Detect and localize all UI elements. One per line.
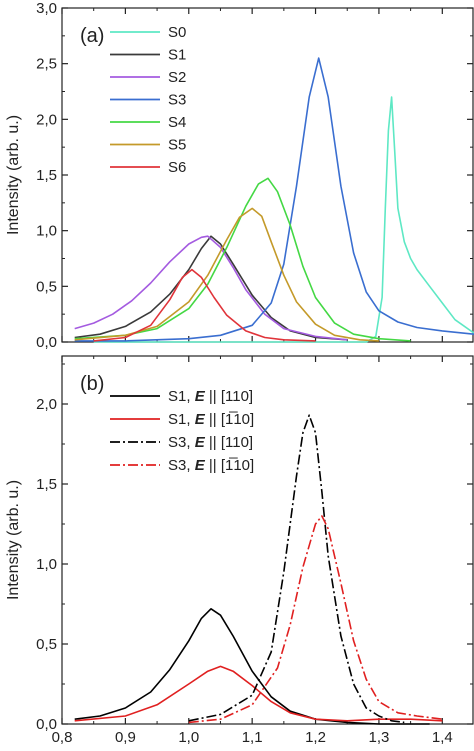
legend-label: S3, E || [1̅10]: [168, 457, 254, 474]
panel-b: 0,8 0,9 1,0 1,1 1,2 1,3 1,4 0,0 0,5 1,0 1,5 2,0 Inte…: [5, 355, 474, 746]
x-tick-label: 1,1: [242, 729, 263, 746]
legend-label: S1, E || [1̅10]: [168, 411, 254, 428]
legend-label-suffix: || [110]: [205, 388, 253, 405]
y-tick-label: 0,0: [36, 716, 57, 733]
y-tick-label: 0,5: [36, 278, 57, 295]
series-line: [93, 96, 474, 343]
panel-label: (a): [80, 25, 104, 47]
y-tick-label: 1,0: [36, 223, 57, 240]
legend-label-e: E: [195, 411, 206, 428]
y-tick-label: 2,0: [36, 396, 57, 413]
series-line: [74, 607, 430, 725]
legend-label-e: E: [195, 457, 206, 474]
legend-label-e: E: [195, 434, 206, 451]
series-line: [74, 235, 348, 341]
x-tick-label: 1,3: [368, 729, 389, 746]
panel-label: (b): [80, 373, 104, 395]
legend-label-prefix: S3,: [168, 434, 195, 451]
legend-label: S5: [168, 137, 186, 154]
x-tick-label: 0,9: [115, 729, 136, 746]
y-tick-label: 1,5: [36, 476, 57, 493]
y-tick-label: 2,0: [36, 111, 57, 128]
legend-label-suffix: || [110]: [205, 434, 253, 451]
legend-label: S1, E || [110]: [168, 388, 253, 405]
series-line: [74, 207, 379, 342]
legend-label: S6: [168, 159, 186, 176]
y-axis-title: Intensity (arb. u.): [5, 115, 22, 235]
y-tick-label: 1,5: [36, 167, 57, 184]
y-axis-title: Intensity (arb. u.): [5, 480, 22, 600]
y-tick-label: 2,5: [36, 56, 57, 73]
legend-label-suffix: || [1̅10]: [205, 457, 255, 474]
panel-a: 0,0 0,5 1,0 1,5 2,0 2,5 3,0 Intensity (arb. u.)…: [5, 0, 474, 351]
y-tick-label: 0,5: [36, 636, 57, 653]
y-tick-label: 1,0: [36, 556, 57, 573]
legend-label-prefix: S1,: [168, 411, 195, 428]
series-line: [74, 177, 411, 342]
series-line: [93, 268, 316, 342]
series-line: [74, 235, 348, 341]
legend-label: S0: [168, 24, 186, 41]
legend-label-prefix: S1,: [168, 388, 195, 405]
series-line: [188, 515, 443, 724]
legend-label: S4: [168, 114, 186, 131]
series-line: [74, 57, 474, 342]
y-tick-label: 3,0: [36, 0, 57, 17]
y-tick-label: 0,0: [36, 334, 57, 351]
legend-label-suffix: || [1̅10]: [205, 411, 255, 428]
series-line: [74, 665, 443, 722]
series-line: [188, 414, 405, 724]
legend-label: S1: [168, 47, 186, 64]
legend-label: S2: [168, 69, 186, 86]
x-tick-label: 0,8: [52, 729, 73, 746]
legend-label-e: E: [195, 388, 206, 405]
legend-label: S3, E || [110]: [168, 434, 253, 451]
plot-frame: [61, 7, 474, 343]
x-tick-label: 1,4: [432, 729, 453, 746]
x-tick-label: 1,0: [178, 729, 199, 746]
legend-label: S3: [168, 92, 186, 109]
plot-frame: [61, 355, 474, 725]
x-tick-label: 1,2: [305, 729, 326, 746]
legend-label-prefix: S3,: [168, 457, 195, 474]
